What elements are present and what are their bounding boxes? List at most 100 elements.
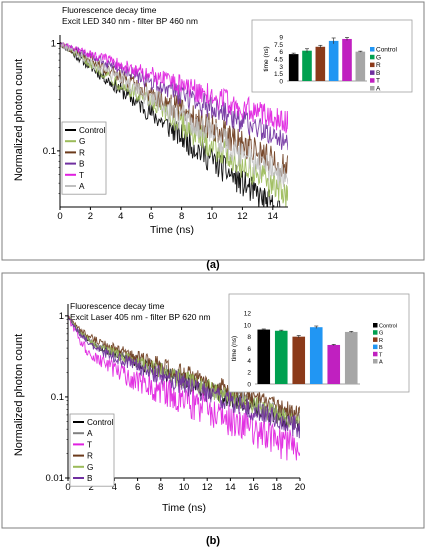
bar-control (288, 54, 299, 81)
bar-ylabel: time (ns) (231, 336, 238, 361)
bar-legend-swatch-g (370, 54, 375, 60)
series-line-r (60, 41, 288, 179)
y-tick-label: 1 (51, 39, 56, 50)
x-tick-label: 2 (89, 482, 94, 493)
x-tick-label: 8 (158, 482, 163, 493)
decay-chart-a-title: Fluorescence decay time (62, 5, 157, 15)
bar-y-tick-label: 4 (247, 358, 251, 365)
decay-chart-b-ylabel: Normalized photon count (13, 334, 25, 456)
legend-label-r: R (87, 452, 93, 461)
legend-label-r: R (79, 148, 85, 157)
bar-legend-label-control: Control (379, 324, 397, 330)
bar-y-tick-label: 0 (247, 382, 251, 389)
bar-r (315, 46, 326, 81)
bar-legend-swatch-a (373, 359, 378, 364)
bar-legend-label-b: B (376, 70, 380, 77)
series-line-b (60, 42, 288, 151)
y-tick-label: 0.01 (46, 473, 65, 484)
legend-label-g: G (87, 463, 93, 472)
x-tick-label: 14 (268, 211, 279, 222)
bar-legend-swatch-t (373, 351, 378, 357)
bar-y-tick-label: 10 (244, 322, 252, 329)
decay-legend-box (61, 121, 107, 195)
legend-label-b: B (79, 160, 85, 169)
bar-y-tick-label: 6 (279, 49, 283, 56)
panel-b-caption: (b) (206, 535, 220, 547)
bar-y-tick-label: 9 (279, 35, 283, 42)
decay-series-group (68, 315, 300, 461)
bar-r (292, 336, 306, 384)
bar-y-tick-label: 6 (247, 346, 251, 353)
series-line-r (68, 315, 300, 422)
bar-legend-swatch-r (373, 337, 378, 342)
legend-label-control: Control (79, 126, 106, 135)
bar-y-tick-label: 8 (247, 334, 251, 341)
bar-y-tick-label: 12 (244, 311, 252, 318)
bar-legend-label-t: T (379, 352, 383, 358)
bar-y-tick-label: 1.5 (274, 71, 283, 78)
x-tick-label: 12 (202, 482, 213, 493)
bar-legend-swatch-control (373, 323, 378, 328)
y-tick-label: 1 (59, 311, 64, 322)
bar-legend-swatch-b (373, 344, 378, 350)
decay-chart-a-xlabel: Time (ns) (150, 224, 194, 236)
x-tick-label: 10 (207, 211, 218, 222)
legend-label-t: T (79, 171, 84, 180)
x-tick-label: 0 (57, 211, 62, 222)
bar-b (328, 40, 339, 81)
series-line-t (60, 42, 288, 134)
series-line-t (68, 316, 300, 461)
series-line-g (60, 42, 288, 207)
decay-legend-box (69, 413, 115, 487)
y-tick-label: 0.1 (43, 146, 56, 157)
x-tick-label: 4 (118, 211, 123, 222)
panel-a: Fluorescence decay time Excit LED 340 nm… (13, 5, 413, 236)
bar-legend-label-b: B (379, 345, 383, 351)
bar-g (274, 330, 288, 384)
y-tick-label: 0.1 (51, 392, 64, 403)
decay-chart-b-subtitle: Excit Laser 405 nm - filter BP 620 nm (70, 312, 211, 322)
bar-a (344, 331, 358, 384)
x-tick-label: 6 (149, 211, 154, 222)
bar-legend-label-control: Control (376, 47, 398, 54)
panel-a-caption: (a) (206, 259, 220, 271)
x-tick-label: 4 (112, 482, 117, 493)
bar-legend-swatch-control (370, 47, 375, 52)
decay-chart-b-xlabel: Time (ns) (162, 502, 206, 514)
bar-legend-label-t: T (376, 78, 380, 85)
decay-chart-a-ylabel: Normalized photon count (13, 59, 25, 181)
legend-label-a: A (79, 182, 85, 191)
bar-legend-swatch-r (370, 62, 375, 68)
bar-y-tick-label: 3 (279, 64, 283, 71)
x-tick-label: 6 (135, 482, 140, 493)
bar-y-tick-label: 4.5 (274, 57, 283, 64)
bar-y-tick-label: 7.5 (274, 42, 283, 49)
x-tick-label: 10 (179, 482, 190, 493)
bar-b (309, 327, 323, 384)
bar-y-tick-label: 0 (279, 79, 283, 86)
decay-chart-a-subtitle: Excit LED 340 nm - filter BP 460 nm (62, 16, 198, 26)
x-tick-label: 8 (179, 211, 184, 222)
legend-label-b: B (87, 474, 93, 483)
decay-chart-b-title: Fluorescence decay time (70, 301, 165, 311)
bar-legend-label-a: A (379, 360, 383, 366)
legend-label-a: A (87, 429, 93, 438)
bar-control (257, 329, 271, 384)
bar-legend-label-g: G (376, 54, 381, 61)
bar-g (302, 50, 312, 81)
bar-ylabel: time (ns) (263, 46, 270, 71)
bar-legend-swatch-b (370, 70, 375, 75)
bar-legend-label-a: A (376, 86, 381, 93)
series-line-a (60, 42, 288, 189)
bar-legend-label-g: G (379, 331, 383, 337)
legend-label-t: T (87, 440, 92, 449)
legend-label-control: Control (87, 418, 114, 427)
bar-t (342, 38, 352, 81)
legend-label-g: G (79, 137, 85, 146)
panel-b: Fluorescence decay time Excit Laser 405 … (13, 293, 410, 514)
